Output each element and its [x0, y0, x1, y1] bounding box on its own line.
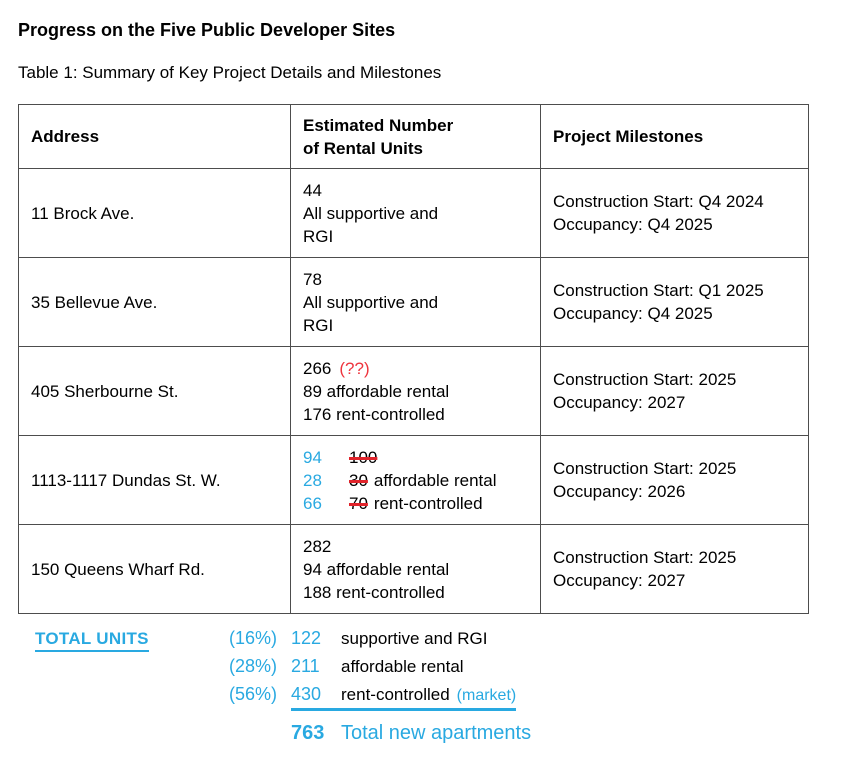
total-affordable-value: 211: [291, 656, 320, 676]
sum-underline: 430 rent-controlled (market): [291, 684, 517, 711]
units-count: 44: [303, 180, 322, 200]
revised-value: 28: [303, 470, 322, 490]
units-cell: 44 All supportive and RGI: [290, 168, 541, 258]
construction-start: Construction Start: Q1 2025: [553, 281, 764, 300]
units-count: 282: [303, 536, 332, 556]
table-row: 11 Brock Ave. 44 All supportive and RGI …: [18, 168, 809, 258]
column-header-units-line1: Estimated Number: [303, 115, 454, 135]
units-detail: 89 affordable rental: [303, 381, 450, 401]
occupancy: Occupancy: 2027: [553, 571, 686, 590]
construction-start: Construction Start: 2025: [553, 459, 737, 478]
percent-rent-controlled: (56%): [228, 684, 277, 704]
total-rent-controlled-label: rent-controlled: [341, 685, 450, 704]
construction-start: Construction Start: Q4 2024: [553, 192, 764, 211]
table-row: 150 Queens Wharf Rd. 282 94 affordable r…: [18, 524, 809, 614]
revised-value: 66: [303, 493, 322, 513]
column-header-milestones: Project Milestones: [540, 104, 809, 169]
old-value-strikethrough: 100: [349, 447, 378, 467]
column-header-address: Address: [18, 104, 291, 169]
table-row: 35 Bellevue Ave. 78 All supportive and R…: [18, 257, 809, 347]
total-units-heading: TOTAL UNITS: [35, 629, 149, 652]
percent-supportive: (16%): [228, 628, 277, 648]
units-detail: RGI: [303, 315, 334, 335]
page-title: Progress on the Five Public Developer Si…: [18, 20, 396, 40]
table-header-row: Address Estimated Number of Rental Units…: [18, 104, 809, 169]
units-detail: 188 rent-controlled: [303, 582, 445, 602]
milestones-cell: Construction Start: 2025 Occupancy: 2027: [540, 346, 809, 436]
occupancy: Occupancy: Q4 2025: [553, 215, 713, 234]
units-count: 78: [303, 269, 322, 289]
units-detail: 176 rent-controlled: [303, 404, 445, 424]
occupancy: Occupancy: 2027: [553, 393, 686, 412]
units-count: 266: [303, 358, 332, 378]
projects-table: Address Estimated Number of Rental Units…: [18, 104, 809, 614]
units-detail: All supportive and: [303, 292, 439, 312]
table-row: 1113-1117 Dundas St. W. 94 100 28 30 aff…: [18, 435, 809, 525]
units-cell: 94 100 28 30 affordable rental 66 70 ren…: [290, 435, 541, 525]
column-header-units: Estimated Number of Rental Units: [290, 104, 541, 169]
units-detail: RGI: [303, 226, 334, 246]
address-cell: 150 Queens Wharf Rd.: [18, 524, 291, 614]
milestones-cell: Construction Start: 2025 Occupancy: 2027: [540, 524, 809, 614]
grand-total-label: Total new apartments: [341, 722, 532, 744]
milestones-cell: Construction Start: Q4 2024 Occupancy: Q…: [540, 168, 809, 258]
column-header-units-line2: of Rental Units: [303, 138, 423, 158]
units-detail: All supportive and: [303, 203, 439, 223]
total-rent-controlled-value: 430: [291, 684, 322, 704]
address-cell: 35 Bellevue Ave.: [18, 257, 291, 347]
units-cell: 266 (??) 89 affordable rental 176 rent-c…: [290, 346, 541, 436]
total-supportive-label: supportive and RGI: [341, 629, 488, 648]
units-detail: rent-controlled: [373, 493, 483, 513]
units-detail: 94 affordable rental: [303, 559, 450, 579]
total-affordable-label: affordable rental: [341, 657, 464, 676]
total-supportive-value: 122: [291, 628, 322, 648]
milestones-cell: Construction Start: 2025 Occupancy: 2026: [540, 435, 809, 525]
occupancy: Occupancy: Q4 2025: [553, 304, 713, 323]
address-cell: 405 Sherbourne St.: [18, 346, 291, 436]
construction-start: Construction Start: 2025: [553, 548, 737, 567]
percent-affordable: (28%): [228, 656, 277, 676]
milestones-cell: Construction Start: Q1 2025 Occupancy: Q…: [540, 257, 809, 347]
old-value-strikethrough: 70: [349, 493, 368, 513]
occupancy: Occupancy: 2026: [553, 482, 686, 501]
market-note: (market): [456, 687, 517, 704]
units-cell: 78 All supportive and RGI: [290, 257, 541, 347]
table-row: 405 Sherbourne St. 266 (??) 89 affordabl…: [18, 346, 809, 436]
address-cell: 1113-1117 Dundas St. W.: [18, 435, 291, 525]
totals-summary: TOTAL UNITS (16%) 122 supportive and RGI…: [35, 628, 826, 745]
table-caption: Table 1: Summary of Key Project Details …: [18, 63, 442, 82]
grand-total-value: 763: [291, 722, 325, 744]
units-detail: affordable rental: [373, 470, 497, 490]
construction-start: Construction Start: 2025: [553, 370, 737, 389]
old-value-strikethrough: 30: [349, 470, 368, 490]
revised-value: 94: [303, 447, 322, 467]
units-cell: 282 94 affordable rental 188 rent-contro…: [290, 524, 541, 614]
question-annotation: (??): [339, 358, 370, 378]
address-cell: 11 Brock Ave.: [18, 168, 291, 258]
